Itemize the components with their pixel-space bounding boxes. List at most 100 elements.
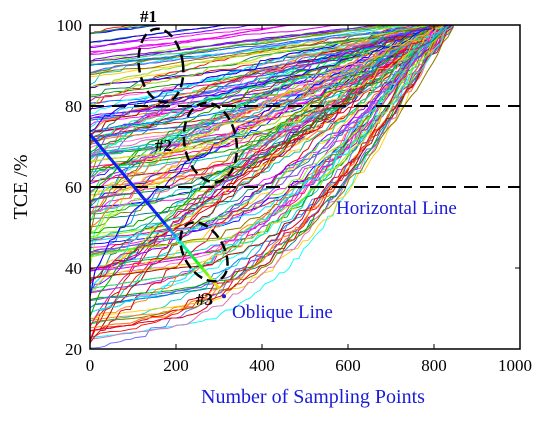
- oblique-line-segment: [190, 255, 199, 264]
- y-tick-20: 20: [65, 340, 82, 359]
- tce-curve: [90, 25, 454, 234]
- tce-curve: [90, 25, 454, 325]
- tce-curve: [90, 25, 454, 243]
- tce-curve: [90, 25, 454, 135]
- tce-curve: [90, 25, 454, 159]
- tce-curve: [90, 25, 454, 282]
- tce-curve: [90, 25, 454, 44]
- tce-curve: [90, 25, 454, 292]
- oblique-line-segment: [212, 280, 221, 290]
- oblique-line-segment: [185, 248, 194, 258]
- oblique-line-segment: [104, 152, 113, 161]
- tce-curve: [90, 25, 454, 309]
- tce-curve: [90, 25, 454, 202]
- y-tick-40: 40: [65, 259, 82, 278]
- tce-curve: [90, 25, 454, 52]
- tce-curve: [90, 25, 454, 106]
- tce-curve: [90, 25, 454, 317]
- tce-curve: [90, 25, 454, 142]
- region-ellipses: [137, 27, 239, 283]
- tce-curve: [90, 25, 454, 271]
- oblique-line-segment: [99, 146, 108, 155]
- tce-curve: [90, 25, 454, 74]
- x-tick-800: 800: [421, 356, 447, 375]
- x-tick-400: 400: [249, 356, 275, 375]
- region-label-2: #2: [155, 136, 172, 155]
- tce-curve: [90, 25, 454, 63]
- tce-curves: [90, 25, 454, 349]
- tce-curve: [90, 25, 454, 35]
- tce-curve: [90, 25, 454, 280]
- x-tick-600: 600: [335, 356, 361, 375]
- oblique-line-group: [88, 133, 226, 299]
- region-ellipse-1: [137, 27, 185, 104]
- axis-ticks: [89, 24, 521, 350]
- tce-curve: [90, 25, 454, 273]
- oblique-line-segment: [110, 159, 119, 168]
- tce-curve: [90, 25, 454, 193]
- tce-curve: [90, 25, 454, 203]
- tce-curve: [90, 25, 454, 341]
- tce-curve: [90, 25, 454, 74]
- tce-curve: [90, 25, 454, 332]
- y-tick-60: 60: [65, 178, 82, 197]
- tce-curve: [90, 25, 454, 119]
- tce-curve: [90, 25, 454, 202]
- region-label-1: #1: [140, 7, 157, 26]
- oblique-line-segment: [174, 235, 183, 245]
- y-tick-100: 100: [57, 16, 83, 35]
- x-tick-200: 200: [163, 356, 189, 375]
- tce-curve: [90, 25, 454, 166]
- oblique-line-segment: [196, 261, 205, 270]
- tce-curve: [90, 25, 454, 290]
- tce-curve: [90, 25, 454, 157]
- tce-curve: [90, 25, 454, 75]
- tce-curve: [90, 25, 454, 320]
- tce-curve: [90, 25, 454, 329]
- tce-curve: [90, 25, 454, 62]
- tce-curve: [90, 25, 454, 117]
- oblique-line-segment: [121, 171, 129, 181]
- y-axis-title: TCE /%: [10, 155, 32, 220]
- tce-curve: [90, 25, 454, 203]
- oblique-line-segment: [153, 210, 162, 219]
- tce-curve: [90, 25, 454, 109]
- tce-curve: [90, 25, 454, 182]
- x-tick-1000: 1000: [498, 356, 532, 375]
- tce-curve: [90, 25, 454, 205]
- tce-curve: [90, 25, 454, 159]
- oblique-line-segment: [94, 139, 102, 149]
- oblique-line-segment: [169, 229, 178, 238]
- oblique-line-segment: [131, 184, 140, 194]
- oblique-line-segment: [180, 242, 188, 251]
- tce-curve: [90, 25, 454, 132]
- y-tick-80: 80: [65, 97, 82, 116]
- region-label-3: #3: [196, 290, 213, 309]
- region-ellipse-3: [179, 221, 229, 283]
- tce-curve: [90, 25, 454, 48]
- reference-lines: [90, 105, 520, 188]
- tce-curve: [90, 25, 454, 270]
- tce-curve: [90, 25, 454, 65]
- oblique-line-segment: [142, 197, 151, 206]
- tce-curve: [90, 25, 454, 239]
- tce-curve: [90, 25, 454, 141]
- tce-curve: [90, 25, 454, 239]
- tce-curve: [90, 25, 454, 294]
- tce-curve: [90, 25, 454, 54]
- oblique-line-segment: [201, 268, 210, 277]
- horizontal-line-label: Horizontal Line: [336, 198, 457, 219]
- tce-curve: [90, 25, 454, 209]
- x-axis-title: Number of Sampling Points: [201, 386, 425, 408]
- oblique-line-segment: [126, 178, 135, 187]
- tce-curve: [90, 25, 454, 228]
- tce-curve: [90, 25, 454, 48]
- x-tick-0: 0: [86, 356, 95, 375]
- oblique-line-end-dot: [222, 294, 226, 299]
- oblique-line-segment: [147, 203, 156, 213]
- oblique-line-segment: [88, 133, 97, 142]
- tce-curve: [90, 25, 454, 98]
- tce-curve: [90, 25, 454, 272]
- oblique-line-segment: [115, 165, 124, 174]
- oblique-line-label: Oblique Line: [232, 302, 333, 323]
